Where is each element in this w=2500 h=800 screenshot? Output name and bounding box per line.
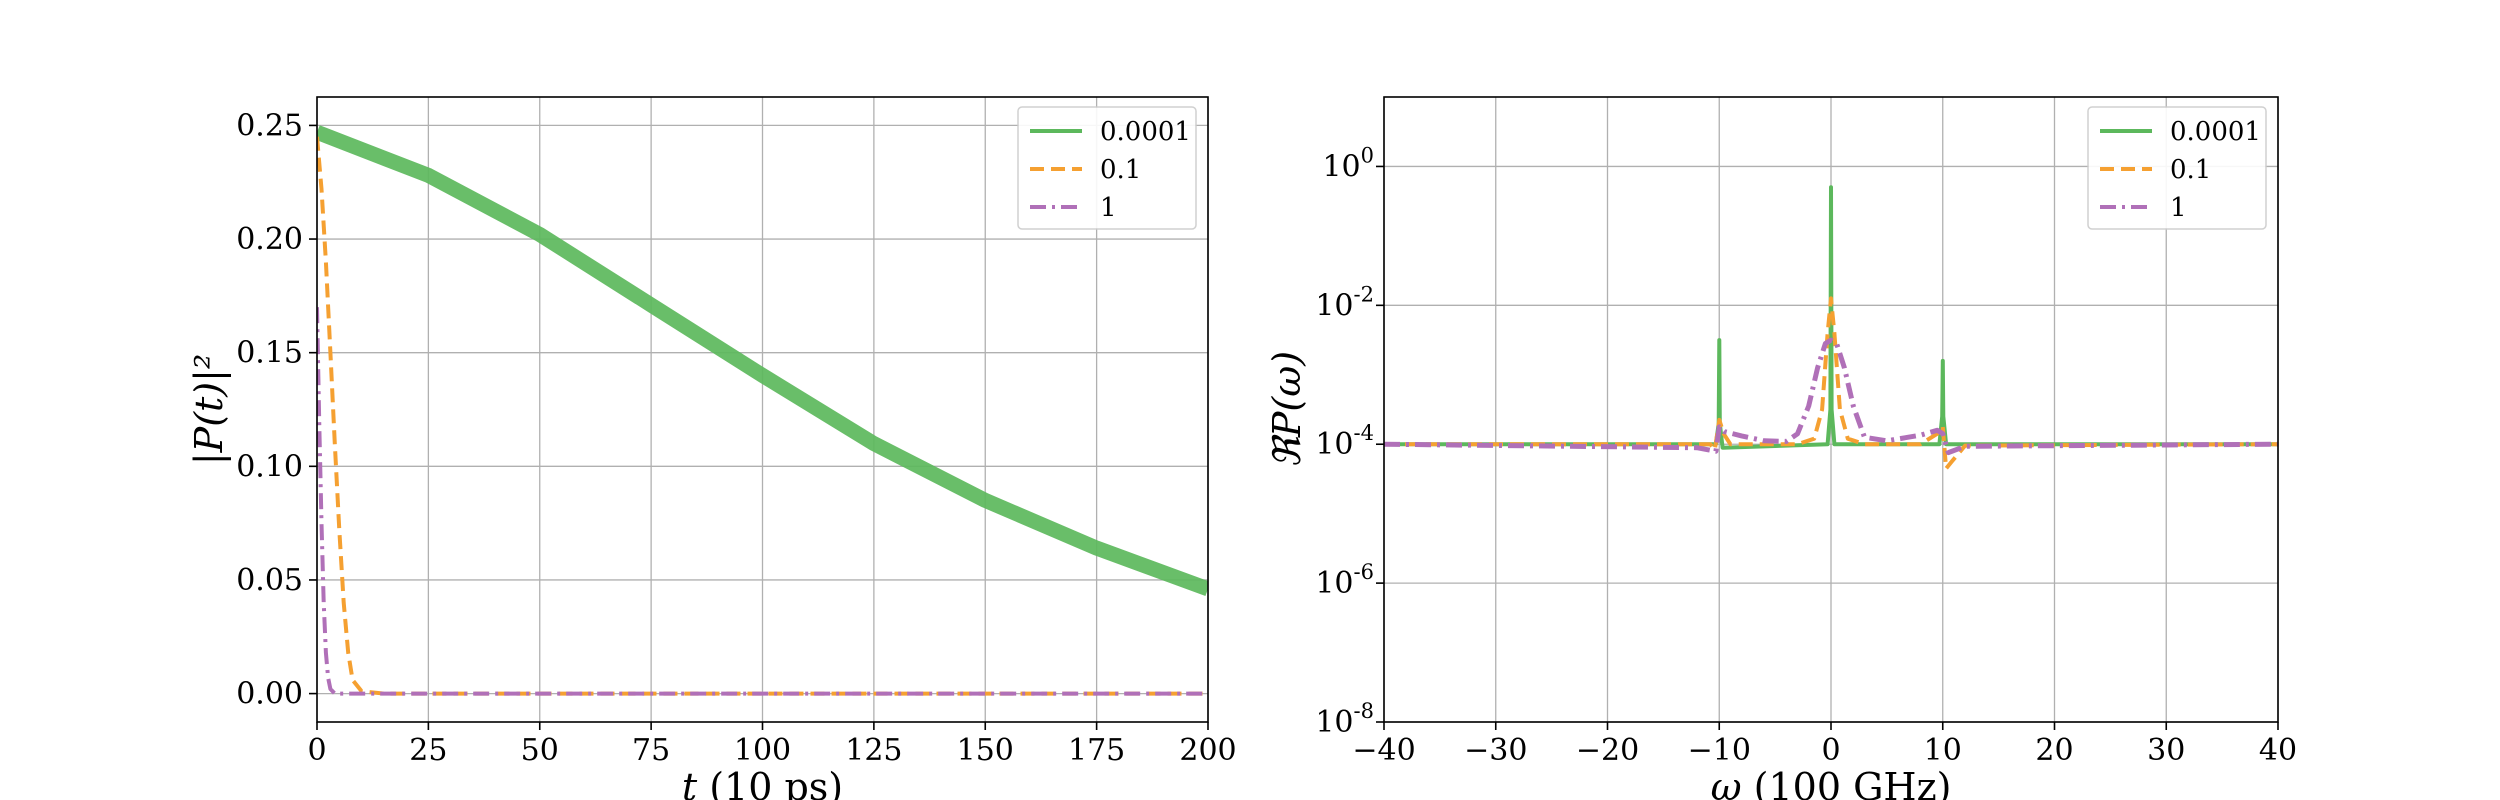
series-line-0.1 xyxy=(1384,296,2278,471)
x-axis-label: ω (100 GHz) xyxy=(1711,765,1952,800)
legend-box xyxy=(2087,106,2267,230)
left-panel-time-domain: 0 25 50 75 100 125 150 175 200 0.00 0.05 0.10 0.15 0.… xyxy=(187,96,1237,800)
y-tick-label: 10-6 xyxy=(1315,560,1374,601)
y-tick-label: 0.15 xyxy=(236,336,303,371)
y-tick-label: 0.00 xyxy=(236,677,303,712)
x-tick-label: 100 xyxy=(734,733,791,768)
x-tick-label: 40 xyxy=(2259,733,2297,768)
legend-label: 0.0001 xyxy=(1100,117,1191,147)
legend-label: 0.1 xyxy=(2170,155,2211,185)
y-axis-label: |P(t)|² xyxy=(187,354,231,465)
x-tick-label: 125 xyxy=(845,733,902,768)
legend-label: 0.1 xyxy=(1100,155,1141,185)
x-tick-label: 75 xyxy=(632,733,670,768)
y-tick-label: 100 xyxy=(1322,143,1374,184)
y-axis-label: ℜP(ω) xyxy=(1265,351,1309,468)
series-line-1 xyxy=(1384,337,2278,456)
plot-area xyxy=(1384,185,2278,471)
legend-label: 1 xyxy=(1100,193,1117,223)
x-tick-label: −30 xyxy=(1464,733,1527,768)
x-tick-label: −10 xyxy=(1688,733,1751,768)
series-line-0.1 xyxy=(317,136,1208,696)
x-tick-label: 150 xyxy=(957,733,1014,768)
x-tick-label: 175 xyxy=(1068,733,1125,768)
x-tick-label: 50 xyxy=(521,733,559,768)
legend: 0.0001 0.1 1 xyxy=(2087,106,2267,230)
legend: 0.0001 0.1 1 xyxy=(1017,106,1197,230)
y-tick-label: 0.10 xyxy=(236,449,303,484)
x-tick-label: −40 xyxy=(1352,733,1415,768)
series-line-0.0001 xyxy=(317,125,1208,597)
legend-label: 0.0001 xyxy=(2170,117,2261,147)
plot-area xyxy=(317,125,1208,696)
y-tick-label: 10-2 xyxy=(1315,282,1374,323)
legend-label: 1 xyxy=(2170,193,2187,223)
x-tick-label: 25 xyxy=(409,733,447,768)
y-tick-label: 0.20 xyxy=(236,222,303,257)
x-tick-label: 200 xyxy=(1179,733,1236,768)
x-axis-label: t (10 ps) xyxy=(682,765,843,800)
x-tick-label: 30 xyxy=(2147,733,2185,768)
y-tick-label: 10-4 xyxy=(1315,421,1374,462)
series-line-1 xyxy=(317,307,1208,696)
x-tick-label: 0 xyxy=(307,733,326,768)
y-tick-label: 10-8 xyxy=(1315,699,1374,740)
y-tick-label: 0.05 xyxy=(236,563,303,598)
x-tick-label: 20 xyxy=(2035,733,2073,768)
y-tick-label: 0.25 xyxy=(236,108,303,143)
right-panel-frequency-domain: −40 −30 −20 −10 0 10 20 30 40 10-8 10-6 10-4 10-2 100… xyxy=(1265,96,2297,800)
series-line-0.0001 xyxy=(1384,185,2278,450)
x-tick-label: −20 xyxy=(1576,733,1639,768)
x-tick-label: 10 xyxy=(1924,733,1962,768)
legend-box xyxy=(1017,106,1197,230)
x-tick-label: 0 xyxy=(1821,733,1840,768)
